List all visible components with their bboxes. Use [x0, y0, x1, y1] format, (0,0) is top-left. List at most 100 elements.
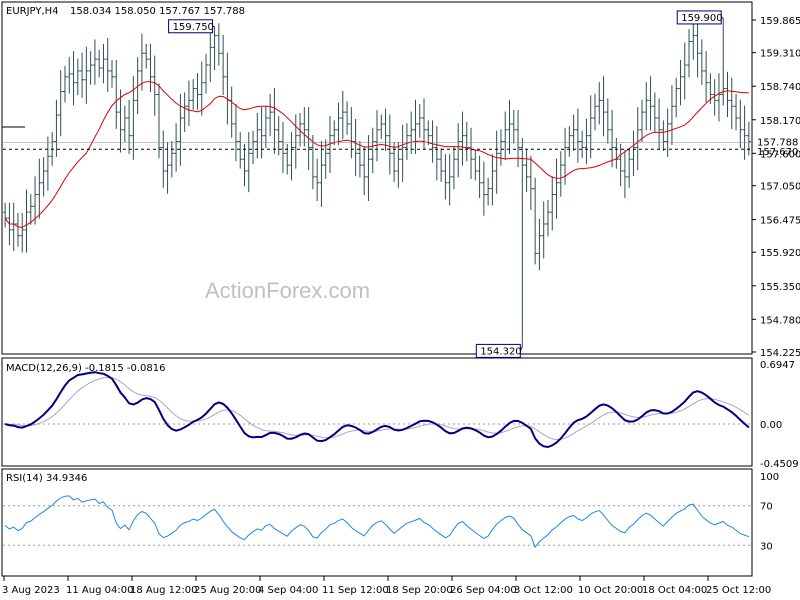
price-bar — [657, 98, 662, 150]
annotation-leader — [519, 346, 523, 352]
price-bar — [127, 99, 132, 154]
price-y-tick-label: 155.920 — [760, 248, 800, 259]
price-bar — [520, 138, 525, 347]
price-bar — [353, 118, 358, 176]
x-tick-label: 25 Aug 20:00 — [194, 585, 261, 596]
price-bar — [148, 43, 153, 93]
price-bar — [712, 79, 717, 116]
annotation-label: 159.750 — [173, 22, 214, 33]
x-tick-label: 11 Aug 04:00 — [66, 585, 133, 596]
price-bar — [661, 120, 666, 151]
price-bar — [687, 29, 692, 78]
annotation-leader — [721, 16, 724, 19]
moving-average-line — [4, 81, 749, 229]
macd-panel-frame — [1, 357, 753, 467]
price-bar — [528, 155, 533, 210]
price-bar — [71, 51, 76, 106]
current-price-label: 157.788 — [757, 137, 798, 148]
x-tick-label: 3 Aug 2023 — [2, 585, 60, 596]
price-bar — [221, 35, 226, 96]
price-bar — [729, 77, 734, 129]
price-bar — [229, 86, 234, 138]
price-bar — [597, 82, 602, 125]
price-bar — [464, 121, 469, 162]
price-bar — [588, 95, 593, 159]
rsi-y-tick-label: 30 — [760, 541, 773, 552]
price-bar — [315, 158, 320, 202]
price-bar — [216, 23, 221, 66]
price-bar — [451, 146, 456, 190]
price-y-tick-label: 156.475 — [760, 216, 800, 227]
price-bar — [302, 107, 307, 147]
price-bar — [738, 99, 743, 149]
price-bar — [349, 107, 354, 159]
price-bar — [199, 61, 204, 116]
price-bar — [101, 43, 106, 84]
price-bar — [516, 110, 521, 168]
price-bar — [734, 93, 739, 131]
price-bar — [251, 130, 256, 165]
price-bar — [469, 127, 474, 179]
price-bar — [152, 55, 157, 116]
reference-price-label: 157.670 — [757, 147, 798, 158]
price-bar — [208, 30, 213, 82]
price-bar — [340, 90, 345, 140]
price-bar — [11, 202, 16, 252]
price-bar — [610, 110, 615, 168]
price-y-tick-label: 157.050 — [760, 182, 800, 193]
price-bar — [409, 111, 414, 154]
price-bar — [319, 140, 324, 207]
price-bar — [392, 142, 397, 182]
price-bar — [161, 130, 166, 188]
price-bar — [272, 87, 277, 154]
price-bar — [186, 80, 191, 126]
price-bar — [426, 120, 431, 146]
price-bar — [567, 126, 572, 157]
price-bar — [182, 92, 187, 132]
price-bar — [635, 107, 640, 171]
price-bar — [33, 176, 38, 225]
price-bar — [293, 114, 298, 169]
x-tick-label: 18 Aug 12:00 — [130, 585, 197, 596]
price-bar — [242, 143, 247, 187]
macd-header: MACD(12,26,9) -0.1815 -0.0816 — [6, 363, 166, 374]
price-bar — [545, 199, 550, 237]
x-tick-label: 4 Sep 04:00 — [258, 585, 318, 596]
price-bar — [725, 71, 730, 118]
price-ohlc: 158.034 158.050 157.767 157.788 — [70, 6, 245, 17]
price-bar — [75, 58, 80, 96]
price-bar — [652, 92, 657, 132]
price-bar — [255, 113, 260, 159]
price-bar — [118, 89, 123, 153]
price-bar — [575, 108, 580, 163]
price-bar — [584, 118, 589, 165]
price-bar — [62, 65, 67, 103]
price-y-tick-label: 157.600 — [760, 149, 800, 160]
price-bar — [135, 57, 140, 115]
price-bar — [404, 123, 409, 160]
price-bar — [37, 158, 42, 219]
price-bar — [191, 79, 196, 110]
price-bar — [439, 148, 444, 182]
rsi-panel-frame — [1, 468, 753, 577]
price-bar — [447, 154, 452, 206]
macd-y-tick-label: 0.00 — [760, 420, 782, 431]
price-bar — [533, 177, 538, 265]
price-symbol: EURJPY,H4 — [6, 6, 59, 17]
price-bar — [601, 76, 606, 137]
price-bar — [233, 104, 238, 162]
x-tick-label: 25 Oct 12:00 — [706, 585, 771, 596]
price-y-tick-label: 158.170 — [760, 116, 800, 127]
price-bar — [494, 130, 499, 194]
price-bar — [592, 93, 597, 131]
price-bar — [422, 98, 427, 150]
price-bar — [644, 82, 649, 131]
price-bar — [105, 37, 110, 93]
price-bar — [144, 43, 149, 69]
price-bar — [507, 99, 512, 154]
x-tick-label: 3 Oct 12:00 — [514, 585, 573, 596]
price-bar — [332, 120, 337, 146]
annotation-label: 159.900 — [681, 13, 722, 24]
price-y-tick-label: 158.740 — [760, 82, 800, 93]
